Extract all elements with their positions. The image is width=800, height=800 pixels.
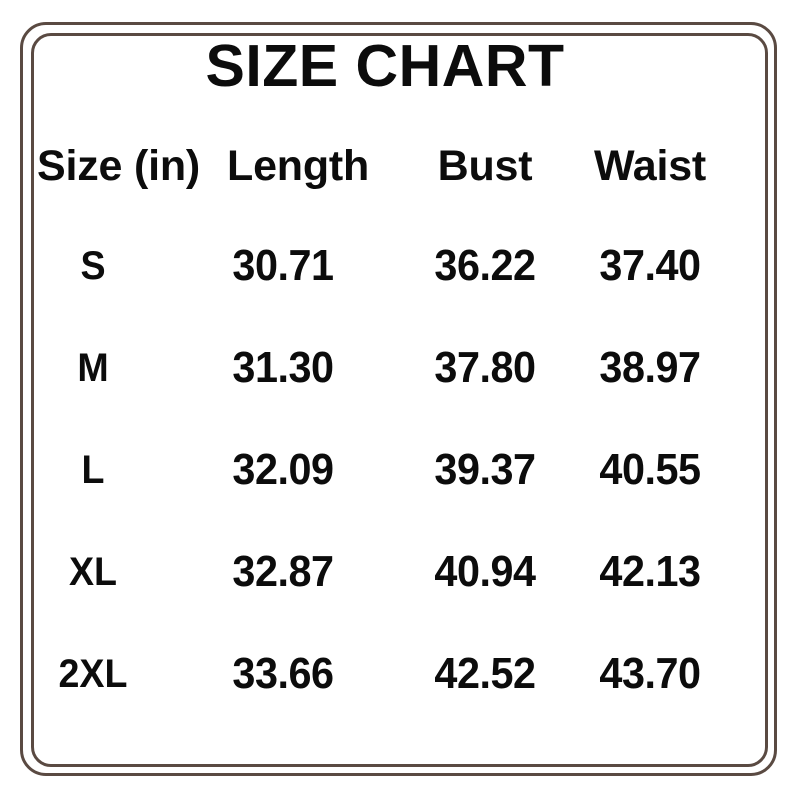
cell-size: L [81, 448, 105, 492]
cell-bust: 37.80 [434, 343, 536, 392]
cell-length: 31.30 [232, 343, 334, 392]
column-header-length: Length [227, 142, 370, 190]
cell-waist: 42.13 [599, 547, 701, 596]
table-row: M 31.30 37.80 38.97 [31, 341, 769, 395]
cell-bust: 39.37 [434, 445, 536, 494]
table-row: XL 32.87 40.94 42.13 [31, 545, 769, 599]
card-border-outer [20, 22, 777, 776]
cell-length: 30.71 [232, 241, 334, 290]
table-row: L 32.09 39.37 40.55 [31, 443, 769, 497]
cell-size: S [80, 244, 106, 288]
cell-length: 33.66 [232, 649, 334, 698]
column-header-waist: Waist [593, 142, 707, 190]
cell-size: M [77, 346, 109, 390]
cell-size: XL [68, 550, 118, 594]
cell-bust: 40.94 [434, 547, 536, 596]
cell-length: 32.09 [232, 445, 334, 494]
table-header-row: Size (in) Length Bust Waist [31, 139, 769, 193]
cell-size: 2XL [58, 652, 128, 696]
cell-waist: 40.55 [599, 445, 701, 494]
column-header-bust: Bust [437, 142, 533, 190]
page-title: SIZE CHART [205, 33, 565, 99]
column-header-size: Size (in) [37, 142, 201, 190]
cell-waist: 43.70 [599, 649, 701, 698]
cell-waist: 38.97 [599, 343, 701, 392]
table-row: S 30.71 36.22 37.40 [31, 239, 769, 293]
card-border-inner [31, 33, 768, 767]
cell-waist: 37.40 [599, 241, 701, 290]
cell-bust: 36.22 [434, 241, 536, 290]
cell-length: 32.87 [232, 547, 334, 596]
table-row: 2XL 33.66 42.52 43.70 [31, 647, 769, 701]
cell-bust: 42.52 [434, 649, 536, 698]
